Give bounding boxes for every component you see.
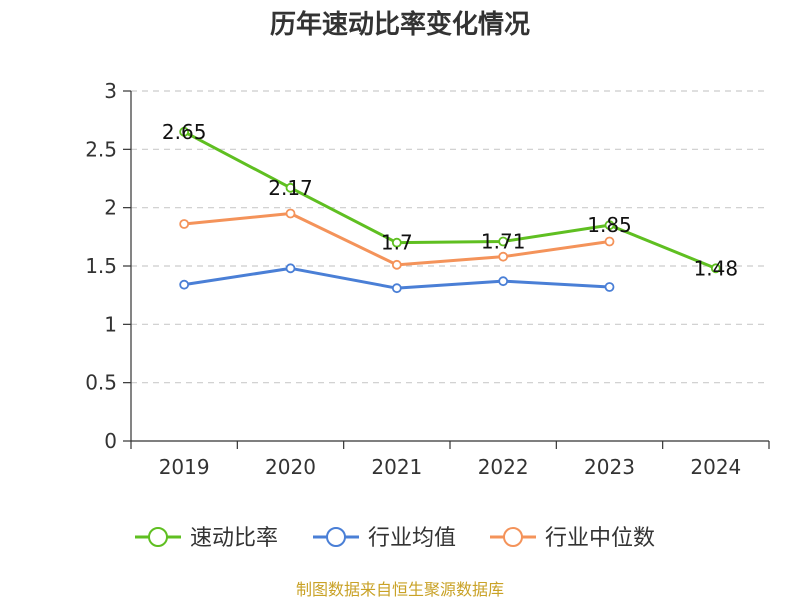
data-labels: 2.65 2.17 1.7 1.71 1.85 1.48 [162,120,738,281]
series-group [179,126,721,294]
legend-label-0: 速动比率 [190,526,278,551]
point-s2-2022[interactable] [498,251,509,262]
point-s1-2023[interactable] [604,282,615,292]
point-s1-2019[interactable] [179,279,190,290]
point-s0-2019[interactable] [179,126,190,137]
point-s0-2023[interactable] [604,220,615,231]
legend-label-1: 行业均值 [368,526,456,551]
legend-item-0[interactable]: 速动比率 [135,526,278,551]
data-label-2021: 1.7 [381,231,413,255]
point-s2-2021[interactable] [391,259,402,270]
legend-marker-2 [503,527,523,547]
legend-marker-1 [326,527,346,547]
point-s2-2019[interactable] [179,219,190,229]
point-s0-2024[interactable] [710,263,721,274]
y-tick-label-4: 2 [104,196,117,220]
point-s0-2020[interactable] [285,182,296,193]
y-tick-label-5: 2.5 [85,137,117,161]
data-label-2024: 1.48 [694,256,739,280]
point-s0-2022[interactable] [498,236,509,247]
chart-title: 历年速动比率变化情况 [270,9,530,40]
x-tick-label-2020: 2020 [265,455,316,479]
point-s1-2022[interactable] [498,276,509,287]
y-tick-label-3: 1.5 [85,254,117,278]
legend-item-1[interactable]: 行业均值 [313,526,456,551]
y-tick-label-2: 1 [104,312,117,336]
x-tick-label-2024: 2024 [690,455,741,479]
y-tick-label-0: 0 [104,429,117,453]
x-tick-label-2023: 2023 [584,455,635,479]
point-s2-2020[interactable] [285,208,296,219]
point-s2-2023[interactable] [604,236,615,247]
legend-item-2[interactable]: 行业中位数 [490,526,655,551]
point-s0-2021[interactable] [391,237,402,248]
gridlines [131,90,769,384]
y-tick-label-6: 3 [104,79,117,103]
point-s1-2020[interactable] [285,263,296,274]
legend-marker-0 [148,527,168,547]
x-tick-label-2022: 2022 [478,455,529,479]
legend[interactable]: 速动比率 行业均值 行业中位数 [135,526,655,551]
data-label-2022: 1.71 [481,230,526,254]
x-tick-label-2019: 2019 [159,455,210,479]
y-tick-label-1: 0.5 [85,371,117,395]
legend-label-2: 行业中位数 [545,526,655,551]
data-label-2019: 2.65 [162,120,207,144]
point-s1-2021[interactable] [391,283,402,294]
data-label-2023: 1.85 [587,213,632,237]
axes: 0 0.5 1 1.5 2 2.5 3 2019 2020 2021 2022 2023 2024 [85,79,770,479]
series-line-0 [183,130,717,270]
data-label-2020: 2.17 [268,176,313,200]
x-tick-label-2021: 2021 [371,455,422,479]
source-note: 制图数据来自恒生聚源数据库 [296,580,504,599]
